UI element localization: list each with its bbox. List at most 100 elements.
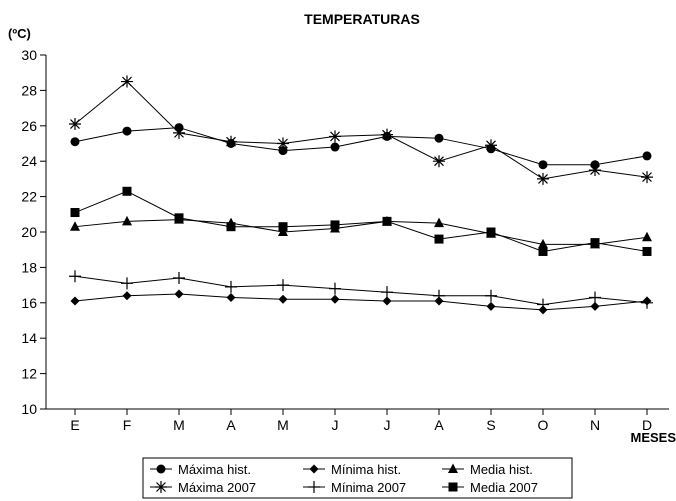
x-tick-label: S xyxy=(486,417,495,433)
data-point-minima-hist xyxy=(590,301,600,311)
chart-title: TEMPERATURAS xyxy=(304,11,420,27)
data-point-media-2007 xyxy=(70,208,80,218)
data-point-minima-2007 xyxy=(225,280,237,293)
legend-label-maxima-2007: Máxima 2007 xyxy=(178,480,256,495)
legend-item-media-2007: Media 2007 xyxy=(442,480,538,495)
series-line-maxima-hist xyxy=(74,127,648,166)
data-point-minima-2007 xyxy=(277,279,289,292)
data-point-media-hist xyxy=(642,231,652,242)
data-point-maxima-2007 xyxy=(173,126,185,139)
x-tick-label: N xyxy=(590,417,600,433)
data-point-maxima-2007 xyxy=(485,139,497,152)
x-axis-label: MESES xyxy=(630,430,676,445)
data-point-media-2007 xyxy=(538,246,548,256)
x-tick-label: F xyxy=(123,417,132,433)
data-point-minima-hist xyxy=(70,296,80,306)
legend-item-minima-2007: Mínima 2007 xyxy=(303,480,406,495)
series-maxima-2007 xyxy=(69,75,653,185)
data-point-maxima-2007 xyxy=(329,130,341,143)
y-axis-ticks: 10 12 14 16 18 20 22 24 26 28 30 xyxy=(21,47,46,417)
series-maxima-hist xyxy=(70,123,652,170)
legend: Máxima hist. Mínima hist. Media hist. Máxim… xyxy=(142,457,573,499)
series-minima-2007 xyxy=(69,270,653,311)
y-tick-label: 22 xyxy=(21,189,37,205)
data-point-media-hist xyxy=(70,221,80,231)
y-tick-label: 14 xyxy=(21,330,37,346)
data-point-maxima-2007 xyxy=(381,128,393,141)
series-line-minima-2007 xyxy=(74,275,648,306)
data-point-maxima-2007 xyxy=(121,75,133,88)
data-point-maxima-hist xyxy=(330,142,340,152)
data-point-minima-2007 xyxy=(121,277,133,290)
x-tick-label: A xyxy=(226,417,236,433)
data-point-maxima-2007 xyxy=(433,155,445,168)
legend-label-maxima-hist: Máxima hist. xyxy=(178,462,251,477)
data-point-minima-2007 xyxy=(641,296,653,309)
x-tick-label: D xyxy=(642,417,652,433)
data-point-media-2007 xyxy=(174,213,184,223)
data-point-maxima-2007 xyxy=(589,164,601,177)
data-point-media-2007 xyxy=(278,222,288,232)
data-point-minima-2007 xyxy=(433,289,445,302)
data-point-media-hist xyxy=(278,226,288,236)
data-point-maxima-hist xyxy=(538,160,548,170)
data-point-minima-2007 xyxy=(589,291,601,304)
data-point-maxima-2007 xyxy=(69,118,81,131)
legend-label-media-2007: Media 2007 xyxy=(470,480,538,495)
data-point-media-2007 xyxy=(122,186,132,196)
series-line-media-2007 xyxy=(74,190,648,252)
y-tick-label: 12 xyxy=(21,366,37,382)
x-tick-label: M xyxy=(173,417,185,433)
x-tick-label: J xyxy=(384,417,391,433)
data-point-maxima-2007 xyxy=(225,135,237,148)
legend-box xyxy=(142,457,573,499)
legend-marker-asterisk-icon xyxy=(155,481,167,493)
data-point-maxima-2007 xyxy=(277,137,289,150)
data-point-media-hist xyxy=(434,217,444,228)
data-point-minima-hist xyxy=(122,291,132,301)
data-point-minima-2007 xyxy=(329,282,341,295)
data-point-minima-2007 xyxy=(69,270,81,283)
data-point-media-2007 xyxy=(226,222,236,232)
legend-label-minima-2007: Mínima 2007 xyxy=(331,480,406,495)
data-point-maxima-hist xyxy=(70,137,80,147)
data-point-media-2007 xyxy=(486,227,496,237)
data-point-minima-hist xyxy=(278,294,288,304)
legend-item-maxima-2007: Máxima 2007 xyxy=(150,480,256,495)
y-tick-label: 24 xyxy=(21,153,37,169)
y-tick-label: 18 xyxy=(21,259,37,275)
data-point-minima-2007 xyxy=(485,289,497,302)
legend-marker-plus-icon xyxy=(308,481,320,493)
legend-marker-circle-icon xyxy=(156,464,166,474)
data-point-maxima-hist xyxy=(434,133,444,143)
x-tick-label: E xyxy=(70,417,79,433)
data-point-minima-2007 xyxy=(537,298,549,311)
legend-label-media-hist: Media hist. xyxy=(470,462,533,477)
x-tick-label: O xyxy=(538,417,549,433)
data-point-media-2007 xyxy=(642,246,652,256)
data-point-maxima-hist xyxy=(278,146,288,156)
data-point-media-2007 xyxy=(330,220,340,230)
data-point-media-2007 xyxy=(434,234,444,244)
legend-marker-diamond-icon xyxy=(309,464,319,474)
legend-marker-square-icon xyxy=(448,482,458,492)
legend-label-minima-hist: Mínima hist. xyxy=(331,462,401,477)
y-tick-label: 10 xyxy=(21,401,37,417)
series-minima-hist xyxy=(70,289,652,315)
series-line-minima-hist xyxy=(74,293,648,311)
x-tick-label: J xyxy=(332,417,339,433)
data-point-minima-hist xyxy=(330,294,340,304)
y-tick-label: 30 xyxy=(21,47,37,63)
series-line-media-hist xyxy=(74,219,648,245)
data-point-maxima-2007 xyxy=(537,172,549,185)
series-line-maxima-2007 xyxy=(74,80,648,180)
data-point-minima-hist xyxy=(486,301,496,311)
y-axis-unit: (ºC) xyxy=(8,26,31,41)
x-tick-label: M xyxy=(277,417,289,433)
series-media-2007 xyxy=(70,186,652,256)
data-point-minima-hist xyxy=(382,296,392,306)
data-point-minima-hist xyxy=(174,289,184,299)
y-tick-label: 28 xyxy=(21,82,37,98)
